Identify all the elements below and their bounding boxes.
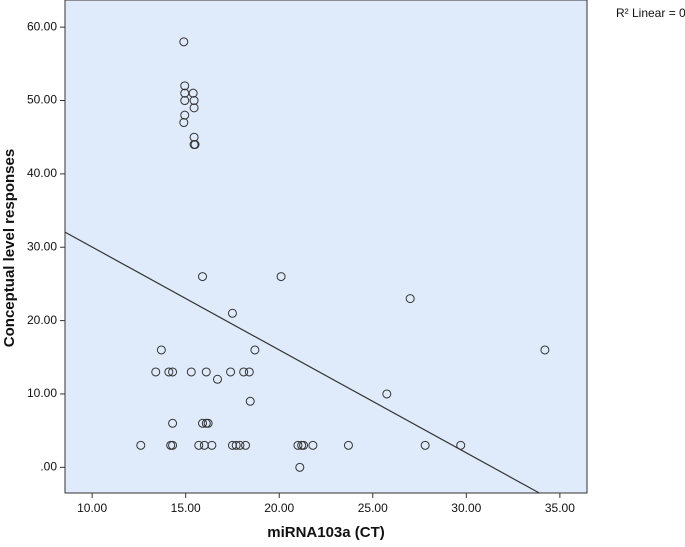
- point: [231, 440, 241, 450]
- y-tick-label: 60.00: [27, 19, 57, 33]
- point: [308, 440, 318, 450]
- y-tick-label: .00: [40, 459, 57, 473]
- plot-area: [64, 0, 588, 494]
- x-tick-label: 25.00: [358, 501, 388, 515]
- point: [203, 418, 213, 428]
- x-tick-label: 20.00: [264, 501, 294, 515]
- x-tick-label: 15.00: [171, 501, 201, 515]
- point: [276, 272, 286, 282]
- point: [189, 96, 199, 106]
- point: [198, 418, 208, 428]
- point: [239, 367, 249, 377]
- fit-line: [64, 231, 540, 494]
- annotation: R² Linear = 0.104: [616, 6, 685, 20]
- point: [190, 140, 200, 150]
- point: [168, 418, 178, 428]
- point: [179, 37, 189, 47]
- point: [250, 345, 260, 355]
- point: [194, 440, 204, 450]
- point: [227, 308, 237, 318]
- point: [241, 440, 251, 450]
- y-tick-label: 20.00: [27, 313, 57, 327]
- point: [164, 367, 174, 377]
- point: [168, 440, 178, 450]
- point: [189, 132, 199, 142]
- point: [186, 367, 196, 377]
- point: [189, 103, 199, 113]
- point: [420, 440, 430, 450]
- point: [207, 440, 217, 450]
- point: [299, 440, 309, 450]
- x-tick-label: 10.00: [77, 501, 107, 515]
- point: [199, 440, 209, 450]
- point: [343, 440, 353, 450]
- point: [382, 389, 392, 399]
- point: [151, 367, 161, 377]
- point: [235, 440, 245, 450]
- y-tick-label: 30.00: [27, 239, 57, 253]
- x-tick-label: 30.00: [451, 501, 481, 515]
- point: [226, 367, 236, 377]
- point: [180, 110, 190, 120]
- point: [136, 440, 146, 450]
- point: [405, 294, 415, 304]
- point: [245, 396, 255, 406]
- point: [201, 367, 211, 377]
- point: [168, 367, 178, 377]
- point: [180, 81, 190, 91]
- point: [198, 272, 208, 282]
- point: [540, 345, 550, 355]
- point: [188, 88, 198, 98]
- y-tick-label: 50.00: [27, 93, 57, 107]
- point: [180, 96, 190, 106]
- point: [156, 345, 166, 355]
- y-tick-label: 10.00: [27, 386, 57, 400]
- y-axis-label: Conceptual level responses: [1, 149, 18, 347]
- point: [227, 440, 237, 450]
- x-axis-label: miRNA103a (CT): [267, 524, 385, 541]
- y-tick-label: 40.00: [27, 166, 57, 180]
- x-tick-label: 35.00: [545, 501, 575, 515]
- point: [212, 374, 222, 384]
- point: [244, 367, 254, 377]
- point: [295, 462, 305, 472]
- point: [179, 118, 189, 128]
- point: [293, 440, 303, 450]
